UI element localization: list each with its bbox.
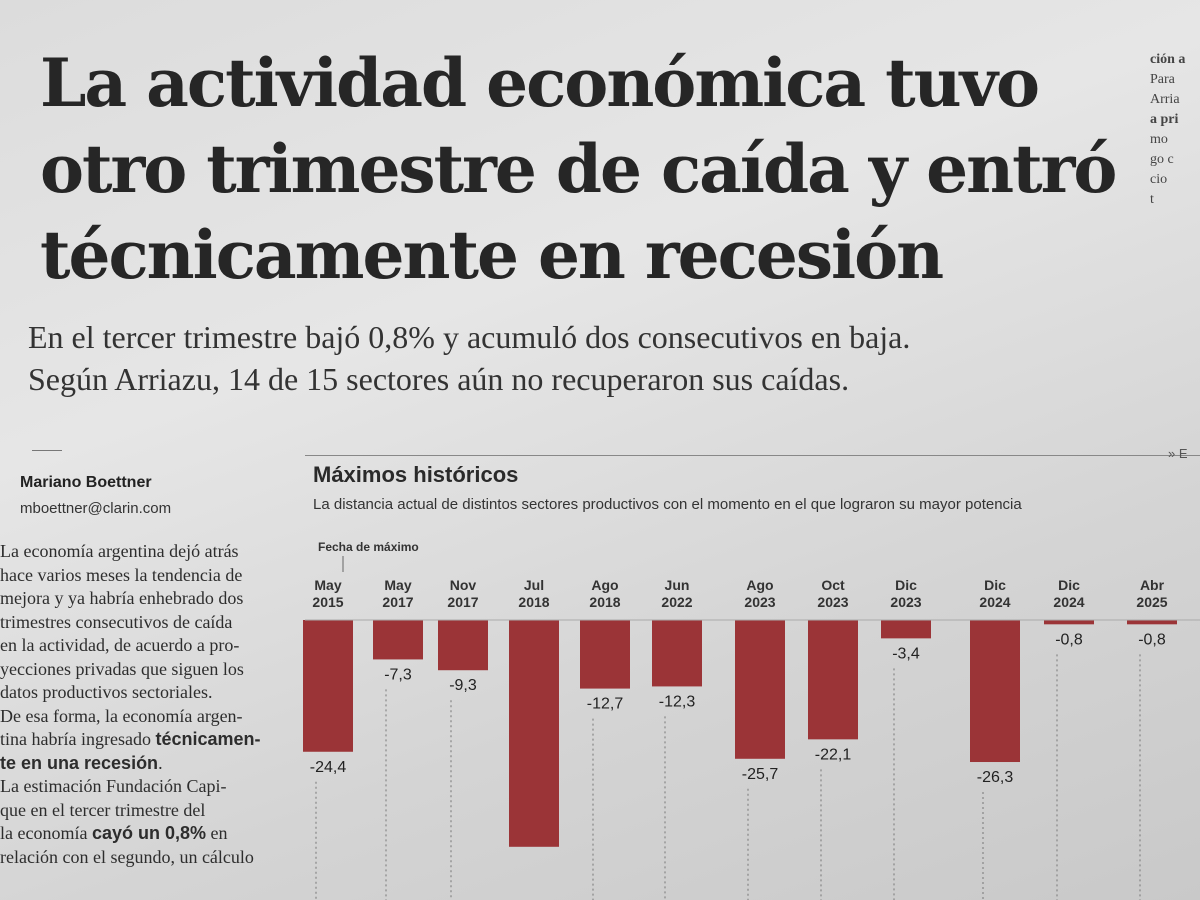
body-line: trimestres consecutivos de caída: [0, 611, 233, 632]
bar: [580, 620, 630, 689]
category-month-label: Dic: [1058, 577, 1080, 593]
subhead-line: Según Arriazu, 14 de 15 sectores aún no …: [28, 361, 850, 397]
bar: [438, 620, 488, 671]
body-line: te en una recesión.: [0, 752, 163, 773]
category-year-label: 2022: [661, 594, 692, 610]
body-line: De esa forma, la economía argen-: [0, 705, 243, 726]
fragment-line: ción a: [1150, 52, 1186, 67]
fragment-line: Para: [1150, 72, 1175, 87]
headline-line: La actividad económica tuvo: [40, 44, 1040, 122]
data-label: -0,8: [1138, 631, 1166, 648]
date-header-label: Fecha de máximo: [318, 540, 419, 554]
chart-link-marker: » E: [1168, 446, 1188, 461]
fragment-line: mo: [1150, 132, 1168, 147]
category-month-label: Abr: [1140, 577, 1165, 593]
data-label: -12,3: [659, 693, 696, 710]
data-label: -12,7: [587, 696, 624, 713]
fragment-line: a pri: [1150, 112, 1179, 127]
data-label: -0,8: [1055, 631, 1083, 648]
data-label: -7,3: [384, 666, 412, 683]
data-label: -26,3: [977, 769, 1014, 786]
bar: [373, 620, 423, 660]
category-month-label: May: [314, 577, 341, 593]
bar: [652, 620, 702, 687]
category-month-label: Dic: [984, 577, 1006, 593]
fragment-line: Arria: [1150, 92, 1180, 107]
data-label: -22,1: [815, 746, 852, 763]
author-email[interactable]: mboettner@clarin.com: [20, 500, 172, 517]
body-line: que en el tercer trimestre del: [0, 799, 206, 820]
chart-subtitle: La distancia actual de distintos sectore…: [313, 496, 1022, 513]
category-month-label: Ago: [591, 577, 618, 593]
body-line: yecciones privadas que siguen los: [0, 658, 244, 679]
category-year-label: 2018: [518, 594, 549, 610]
category-year-label: 2017: [382, 594, 413, 610]
category-month-label: Dic: [895, 577, 917, 593]
bar: [881, 620, 931, 639]
category-month-label: Jun: [665, 577, 690, 593]
bar: [1127, 620, 1177, 625]
body-line: mejora y ya habría enhebrado dos: [0, 588, 244, 608]
data-label: -24,4: [310, 759, 347, 776]
headline: La actividad económica tuvo otro trimest…: [40, 40, 1150, 298]
body-line: datos productivos sectoriales.: [0, 682, 213, 702]
category-year-label: 2015: [312, 594, 343, 610]
category-year-label: 2017: [447, 594, 478, 610]
fragment-line: t: [1150, 192, 1154, 207]
body-line: relación con el segundo, un cálculo: [0, 846, 254, 867]
bar: [735, 620, 785, 759]
category-year-label: 2023: [817, 594, 848, 610]
body-line: La estimación Fundación Capi-: [0, 776, 227, 796]
headline-line: otro trimestre de caída y entró: [40, 130, 1117, 208]
bar: [970, 620, 1020, 763]
category-year-label: 2023: [744, 594, 775, 610]
bar: [303, 620, 353, 752]
author-name: Mariano Boettner: [20, 474, 152, 491]
category-year-label: 2018: [589, 594, 620, 610]
article-body: La economía argentina dejó atrás hace va…: [0, 540, 290, 869]
category-month-label: May: [384, 577, 411, 593]
body-line: en la actividad, de acuerdo a pro-: [0, 635, 240, 655]
subhead-line: En el tercer trimestre bajó 0,8% y acumu…: [28, 319, 911, 355]
category-year-label: 2024: [979, 594, 1010, 610]
data-label: -9,3: [449, 677, 477, 694]
body-line: La economía argentina dejó atrás: [0, 541, 239, 561]
category-month-label: Ago: [746, 577, 773, 593]
body-line: hace varios meses la tendencia de: [0, 564, 243, 585]
bar: [808, 620, 858, 740]
category-year-label: 2024: [1053, 594, 1084, 610]
data-label: -25,7: [742, 766, 779, 783]
subheadline: En el tercer trimestre bajó 0,8% y acumu…: [28, 316, 1088, 400]
category-year-label: 2023: [890, 594, 921, 610]
adjacent-column-fragment: ción a Para Arria a pri mo go c cio t: [1150, 50, 1200, 210]
bar: [1044, 620, 1094, 625]
chart-top-rule: [305, 455, 1200, 456]
category-month-label: Nov: [450, 577, 477, 593]
byline-divider: [32, 450, 62, 451]
bar: [509, 620, 559, 847]
headline-line: técnicamente en recesión: [40, 216, 944, 294]
chart-title: Máximos históricos: [313, 462, 519, 487]
category-month-label: Jul: [524, 577, 544, 593]
fragment-line: go c: [1150, 152, 1174, 167]
body-line: tina habría ingresado técnicamen-: [0, 729, 261, 749]
data-label: -3,4: [892, 645, 920, 662]
category-year-label: 2025: [1136, 594, 1167, 610]
fragment-line: cio: [1150, 172, 1168, 187]
category-month-label: Oct: [821, 577, 845, 593]
body-line: la economía cayó un 0,8% en: [0, 823, 228, 843]
